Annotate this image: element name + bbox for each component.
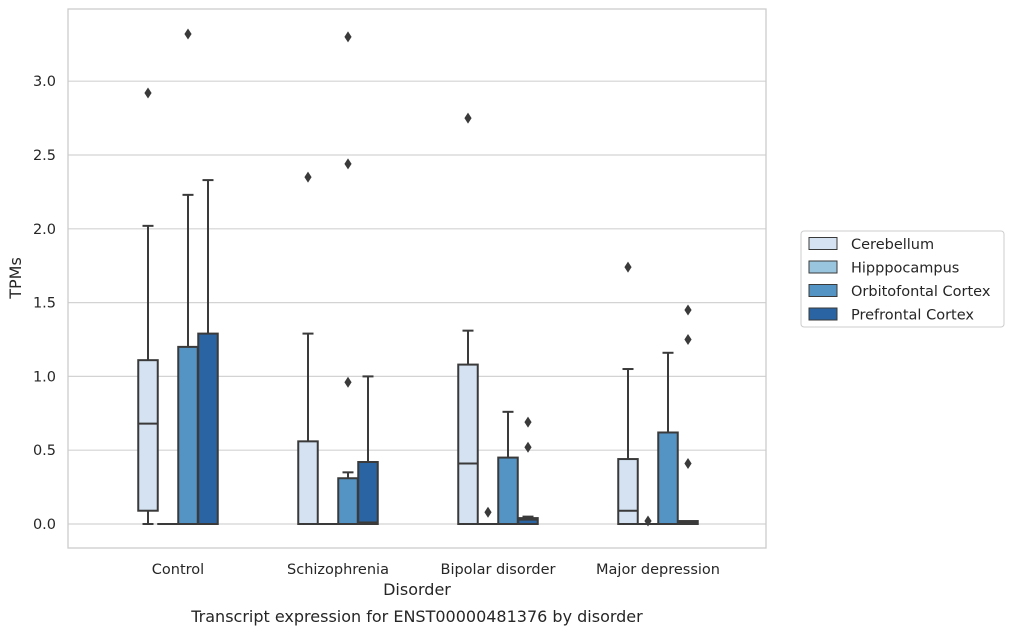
legend-label: Cerebellum [851,237,934,253]
box-prefrontal-cortex [357,375,379,525]
legend-label: Orbitofontal Cortex [851,284,991,300]
iqr-box [497,456,519,525]
outlier-point [684,304,692,316]
y-tick-label: 1.5 [33,296,56,312]
iqr-box [337,477,359,525]
y-axis-ticks: 0.0 0.5 1.0 1.5 2.0 2.5 3.0 [33,74,56,533]
iqr-box [137,359,159,512]
outlier-point [624,261,632,273]
outlier-point [144,87,152,99]
box-cerebellum [617,261,639,525]
legend: Cerebellum Hipppocampus Orbitofontal Corte… [800,230,1005,328]
y-tick-label: 1.0 [33,369,56,385]
outlier-point [304,171,312,183]
legend-swatch [808,260,838,274]
iqr-box [617,458,639,525]
x-tick-label: Schizophrenia [287,562,389,578]
y-tick-label: 0.0 [33,517,56,533]
x-tick-label: Bipolar disorder [441,562,556,578]
outlier-point [684,457,692,469]
box-hipppocampus [637,515,659,527]
outlier-point [684,334,692,345]
box-cerebellum [137,87,159,525]
outlier-point [464,112,472,124]
box-prefrontal-cortex [677,304,699,525]
x-axis-label: Disorder [383,580,451,599]
x-axis-ticks: Control Schizophrenia Bipolar disorder Majo… [152,562,720,578]
y-tick-label: 0.5 [33,443,56,459]
x-tick-label: Control [152,562,204,578]
box-orbitofontal-cortex [337,31,359,525]
iqr-box [657,431,679,526]
outlier-point [344,31,352,43]
box-prefrontal-cortex [197,179,219,526]
box-prefrontal-cortex [517,416,539,526]
iqr-box [457,363,479,526]
iqr-box [517,517,539,526]
outlier-point [344,376,352,388]
legend-swatch [808,237,838,250]
legend-swatch [808,284,838,297]
box-orbitofontal-cortex [657,351,679,526]
outlier-point [484,506,492,518]
x-tick-label: Major depression [596,562,720,578]
outlier-point [644,515,652,527]
legend-frame [800,230,1005,328]
iqr-box [197,332,219,526]
iqr-box [177,345,199,525]
box-cerebellum [297,171,319,525]
plot-frame [67,8,767,549]
y-axis-label: TPMs [6,257,25,300]
legend-label: Prefrontal Cortex [851,308,974,324]
box-hipppocampus [477,506,499,526]
chart-caption: Transcript expression for ENST0000048137… [190,607,643,626]
outlier-point [524,441,532,453]
box-orbitofontal-cortex [177,28,199,525]
y-tick-label: 2.5 [33,148,56,164]
outlier-point [344,158,352,170]
box-orbitofontal-cortex [497,410,519,525]
outlier-point [524,416,532,428]
y-tick-label: 2.0 [33,222,56,238]
iqr-box [297,440,319,525]
outlier-point [184,28,192,40]
box-cerebellum [457,112,479,526]
legend-swatch [808,307,838,321]
y-tick-label: 3.0 [33,74,56,90]
boxes [137,28,699,527]
iqr-box [357,461,379,525]
legend-label: Hipppocampus [851,261,959,277]
